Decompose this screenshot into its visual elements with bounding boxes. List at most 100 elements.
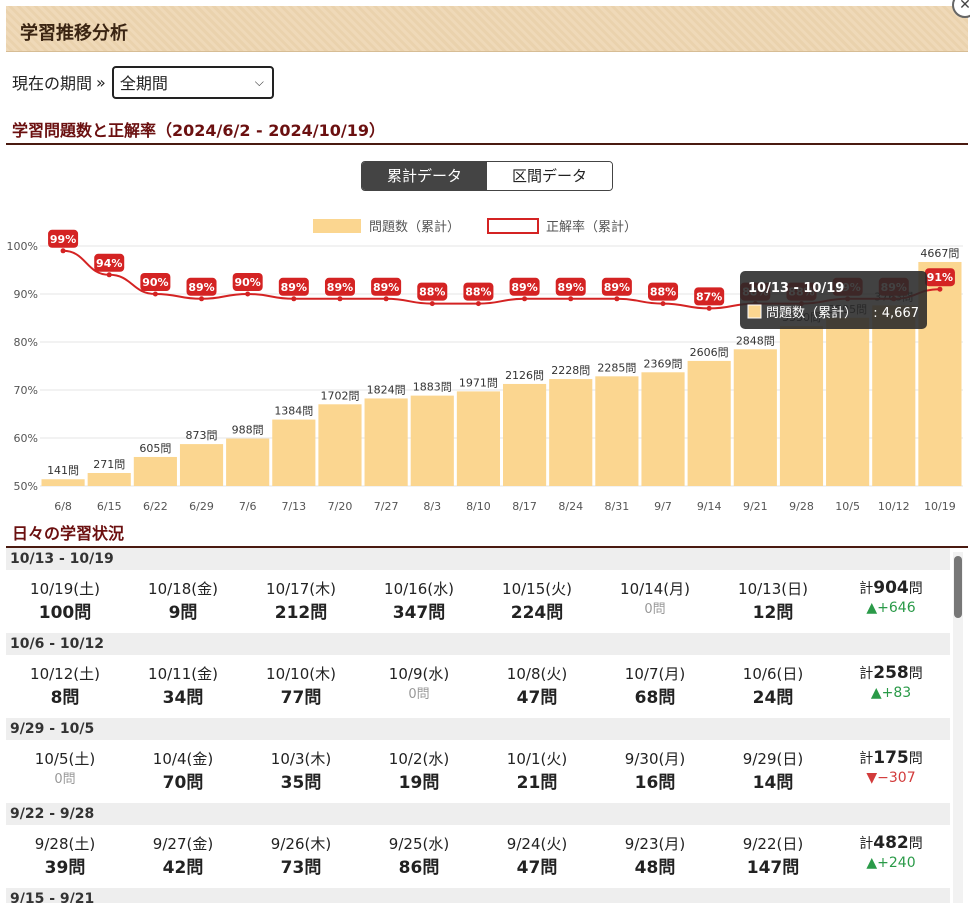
tooltip-title: 10/13 - 10/19: [748, 281, 844, 296]
accuracy-label-bg: [232, 273, 263, 291]
x-tick-label: 9/14: [697, 500, 722, 513]
bar: [456, 391, 500, 486]
bar: [595, 376, 639, 486]
week-total: 計482問 ▲+240: [832, 825, 950, 888]
accuracy-label: 88%: [419, 286, 445, 299]
x-tick-label: 6/8: [54, 500, 72, 513]
close-icon[interactable]: ✕: [952, 0, 970, 18]
week-range-header: 10/6 - 10/12: [6, 633, 950, 655]
day-cell: 10/19(土) 100問: [6, 570, 124, 633]
accuracy-label: 99%: [50, 233, 76, 246]
bar: [410, 395, 454, 486]
week-range-header: 10/13 - 10/19: [6, 548, 950, 570]
data-mode-toggle: 累計データ 区間データ: [361, 161, 613, 191]
line-point: [660, 301, 666, 307]
y-tick-label: 100%: [7, 240, 38, 253]
day-cell: 10/5(土) 0問: [6, 740, 124, 803]
scrollbar-thumb[interactable]: [954, 556, 962, 618]
day-date: 10/6(日): [742, 665, 804, 683]
day-count: 48問: [634, 858, 676, 878]
week-row: 9/28(土) 39問 9/27(金) 42問 9/26(木) 73問 9/25(水) 86問…: [6, 825, 950, 888]
day-count: 100問: [38, 603, 92, 623]
bar-value-label: 2228問: [551, 364, 590, 377]
scrollbar[interactable]: [953, 552, 963, 903]
day-count: 86問: [398, 858, 440, 878]
bar: [503, 383, 547, 486]
line-point: [706, 305, 712, 311]
day-date: 9/26(木): [270, 835, 332, 853]
week-diff: ▲+240: [866, 855, 916, 871]
accuracy-label-bg: [924, 268, 955, 287]
day-cell: 10/17(木) 212問: [242, 570, 360, 633]
accuracy-label-bg: [601, 277, 632, 296]
x-tick-label: 8/3: [423, 500, 441, 513]
day-cell: 9/30(月) 16問: [596, 740, 714, 803]
line-point: [245, 291, 251, 297]
x-tick-label: 7/20: [328, 500, 353, 513]
line-point: [152, 291, 158, 297]
y-tick-label: 60%: [14, 432, 38, 445]
day-cell: 9/23(月) 48問: [596, 825, 714, 888]
day-cell: 10/15(火) 224問: [478, 570, 596, 633]
line-point: [106, 272, 112, 278]
day-date: 10/11(金): [148, 665, 218, 683]
day-date: 9/24(火): [506, 835, 568, 853]
tab-cumulative[interactable]: 累計データ: [362, 162, 487, 190]
week-diff: ▼−307: [866, 770, 916, 786]
bar: [272, 419, 316, 486]
day-cell: 10/12(土) 8問: [6, 655, 124, 718]
period-selector-row: 現在の期間 » 全期間 ⌵: [12, 65, 274, 99]
day-date: 10/16(水): [384, 580, 454, 598]
accuracy-label: 89%: [327, 281, 353, 294]
y-tick-label: 70%: [14, 384, 38, 397]
bar-value-label: 605問: [139, 442, 171, 455]
day-date: 9/28(土): [34, 835, 96, 853]
day-count: 19問: [398, 773, 440, 793]
bar-value-label: 2285問: [597, 361, 636, 374]
accuracy-label: 88%: [465, 286, 491, 299]
accuracy-label-bg: [48, 229, 79, 248]
bar: [733, 349, 777, 486]
day-count: 0問: [54, 772, 76, 787]
bar: [641, 372, 685, 486]
x-tick-label: 10/12: [878, 500, 910, 513]
bar-value-label: 1824問: [367, 383, 406, 396]
day-cell: 10/11(金) 34問: [124, 655, 242, 718]
bar-value-label: 141問: [47, 464, 79, 477]
accuracy-label-bg: [417, 282, 448, 301]
week-range-header: 9/22 - 9/28: [6, 803, 950, 825]
x-tick-label: 6/29: [189, 500, 214, 513]
day-count: 16問: [634, 773, 676, 793]
period-select[interactable]: 全期間 ⌵: [111, 65, 274, 99]
day-date: 9/27(金): [152, 835, 214, 853]
day-date: 10/4(金): [152, 750, 214, 768]
x-tick-label: 7/6: [239, 500, 257, 513]
day-count: 34問: [162, 688, 204, 708]
week-row: 10/12(土) 8問 10/11(金) 34問 10/10(木) 77問 10/9(水) 0…: [6, 655, 950, 718]
day-count: 347問: [392, 603, 446, 623]
week-total: 計258問 ▲+83: [832, 655, 950, 718]
accuracy-label: 89%: [604, 281, 630, 294]
x-tick-label: 9/21: [743, 500, 768, 513]
day-cell: 10/2(水) 19問: [360, 740, 478, 803]
tab-interval[interactable]: 区間データ: [487, 162, 612, 190]
x-tick-label: 9/28: [789, 500, 814, 513]
x-tick-label: 8/24: [558, 500, 583, 513]
week-total-value: 計482問: [859, 833, 923, 853]
chart-tooltip: [740, 271, 927, 329]
bar: [318, 404, 362, 486]
day-date: 10/8(火): [506, 665, 568, 683]
accuracy-label-bg: [94, 253, 125, 272]
day-date: 9/25(水): [388, 835, 450, 853]
x-tick-label: 8/10: [466, 500, 491, 513]
accuracy-label: 88%: [650, 286, 676, 299]
week-range-header: 9/15 - 9/21: [6, 888, 950, 903]
accuracy-label: 89%: [281, 281, 307, 294]
accuracy-label: 94%: [96, 257, 122, 270]
accuracy-label-bg: [463, 282, 494, 301]
week-range-header: 9/29 - 10/5: [6, 718, 950, 740]
accuracy-label: 89%: [188, 281, 214, 294]
day-cell: 9/22(日) 147問: [714, 825, 832, 888]
day-cell: 10/8(火) 47問: [478, 655, 596, 718]
bar: [826, 317, 870, 486]
